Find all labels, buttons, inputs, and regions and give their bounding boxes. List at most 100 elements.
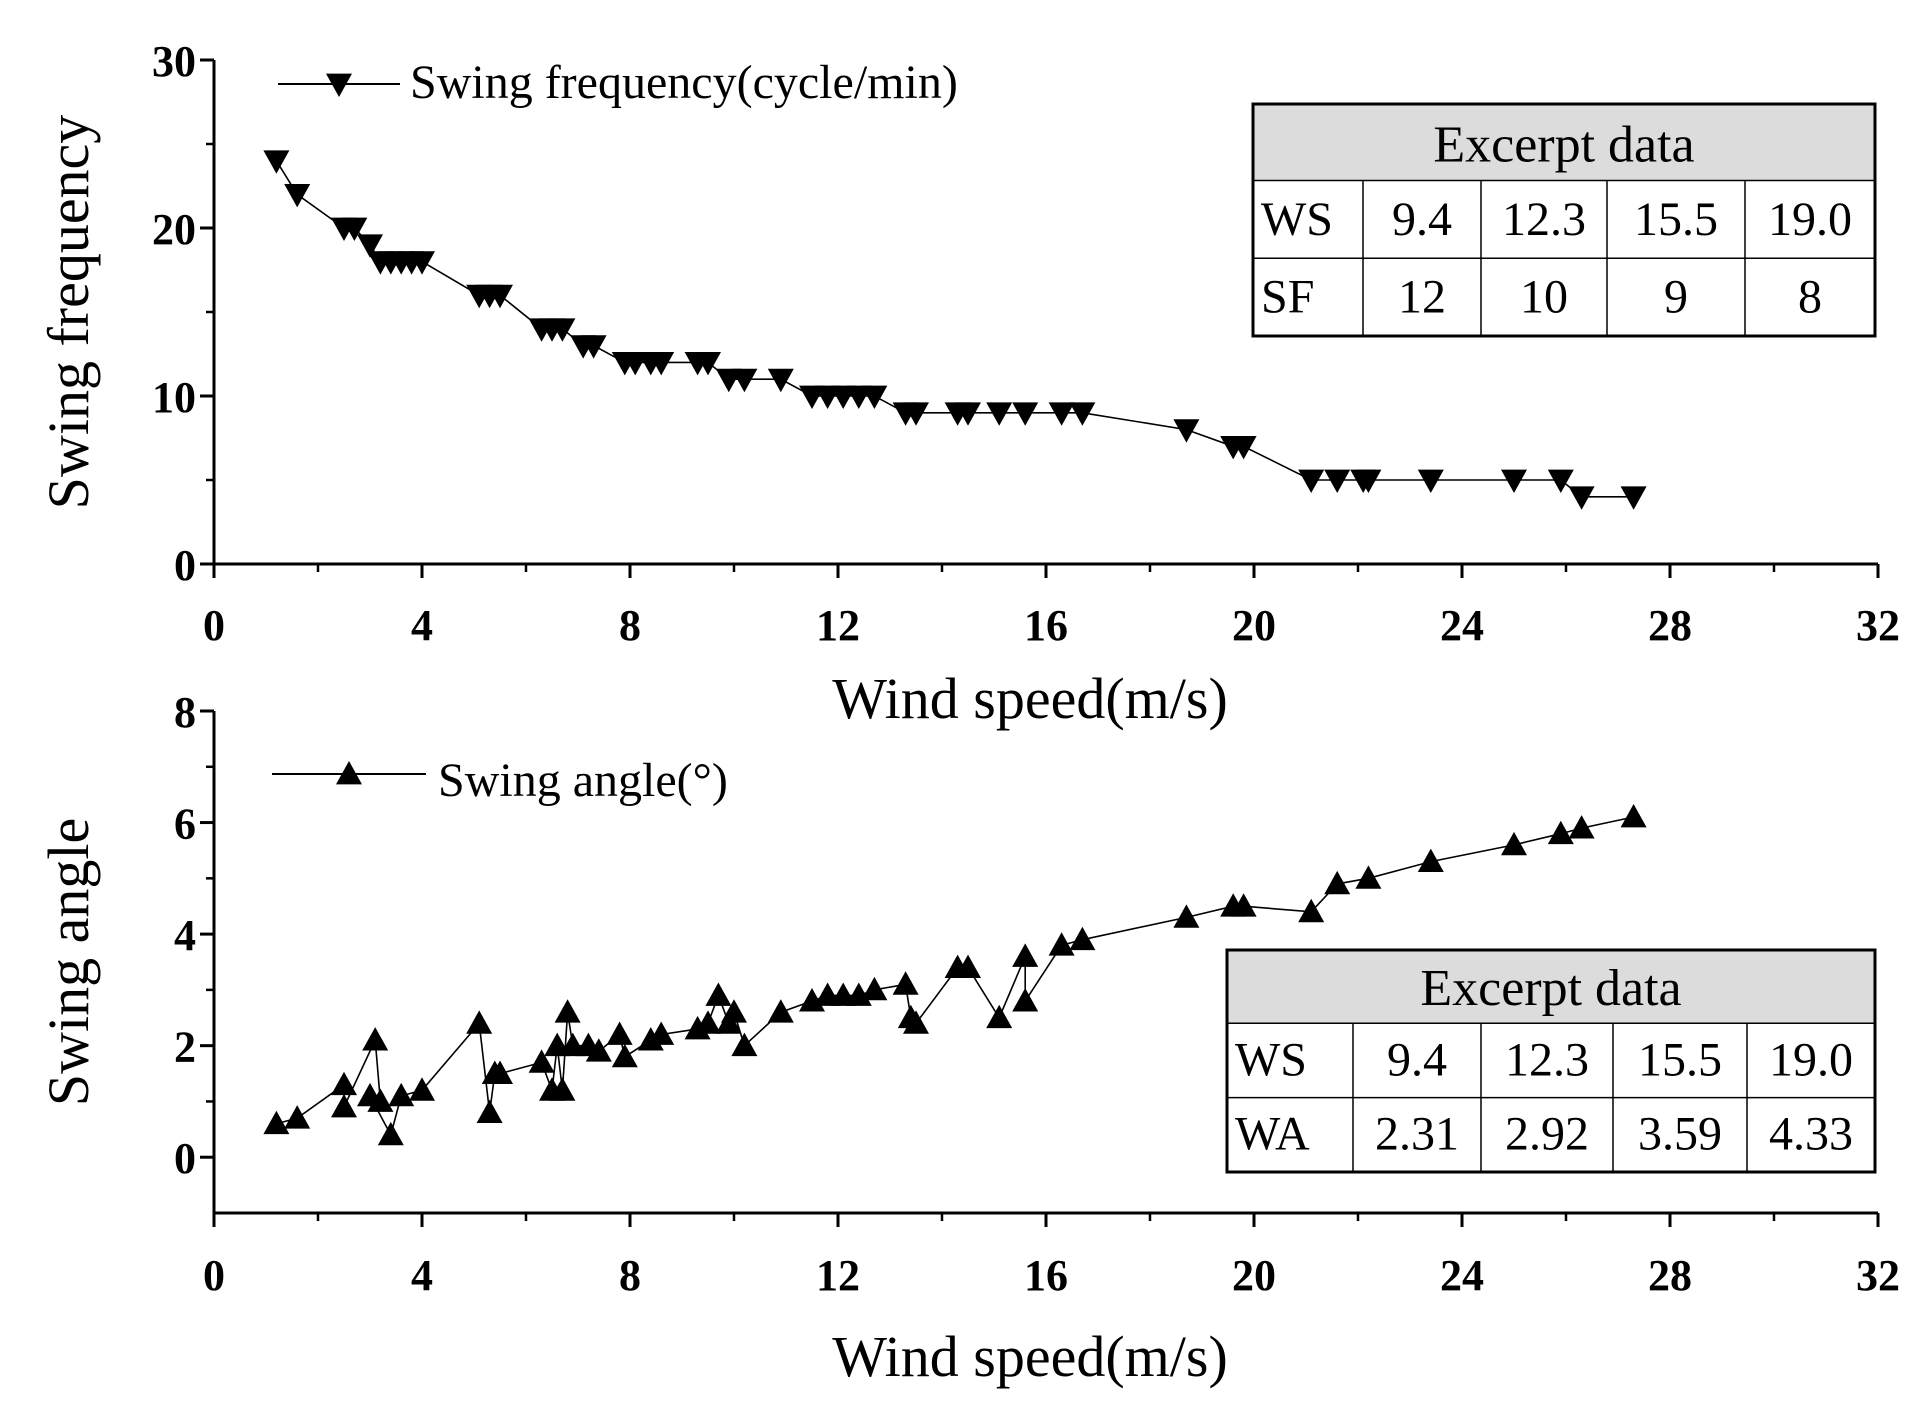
data-point xyxy=(1501,469,1527,493)
data-point xyxy=(611,1043,638,1068)
data-point xyxy=(1173,419,1200,443)
table-cell: 3.59 xyxy=(1638,1108,1722,1161)
legend: Swing frequency(cycle/min) xyxy=(278,56,958,109)
table-cell: 12.3 xyxy=(1502,193,1586,246)
x-tick-label: 4 xyxy=(411,601,433,650)
x-axis-title: Wind speed(m/s) xyxy=(832,1324,1228,1389)
data-point xyxy=(1568,815,1595,839)
y-tick-label: 0 xyxy=(174,1134,196,1183)
x-tick-label: 24 xyxy=(1440,601,1484,650)
data-point xyxy=(955,402,981,426)
table-header-bg xyxy=(1227,950,1875,1024)
x-tick-label: 4 xyxy=(411,1251,433,1300)
table-cell: 4.33 xyxy=(1769,1108,1853,1161)
data-point xyxy=(585,1038,612,1062)
x-tick-label: 8 xyxy=(619,1251,641,1300)
table-cell: 2.31 xyxy=(1375,1108,1459,1161)
data-point xyxy=(1355,865,1382,889)
data-point xyxy=(731,368,758,393)
table-row-label: WA xyxy=(1235,1108,1310,1161)
data-point xyxy=(903,1010,929,1034)
data-point xyxy=(861,385,888,409)
data-point xyxy=(331,1094,357,1118)
data-point xyxy=(1324,870,1351,895)
data-point xyxy=(1417,469,1444,493)
data-point xyxy=(892,971,919,995)
table-border xyxy=(1225,948,1877,1174)
data-point xyxy=(341,217,368,241)
x-tick-label: 16 xyxy=(1024,601,1068,650)
data-point xyxy=(1012,943,1039,967)
data-point xyxy=(1501,831,1527,856)
y-axis-title: Swing frequency xyxy=(36,115,101,510)
y-tick-label: 6 xyxy=(174,800,196,849)
data-point xyxy=(1298,898,1325,923)
data-point xyxy=(1298,469,1325,493)
table-row-label: SF xyxy=(1261,271,1314,324)
data-point xyxy=(549,318,576,342)
chart-panel-1: 0 4 8 12 16 20 24 28 32 0 10 20 30 Wind speed(m/s) Swi… xyxy=(36,37,1900,731)
data-point xyxy=(284,1105,311,1129)
data-point xyxy=(903,402,929,426)
y-tick-label: 30 xyxy=(152,37,196,86)
legend-marker xyxy=(336,761,362,785)
data-point xyxy=(331,1071,357,1096)
data-point xyxy=(487,1060,513,1084)
y-tick-label: 10 xyxy=(152,373,196,422)
legend-label: Swing frequency(cycle/min) xyxy=(410,56,958,109)
data-point xyxy=(487,284,513,309)
data-point xyxy=(606,1021,633,1045)
x-tick-label: 0 xyxy=(203,1251,225,1300)
table-row-label: WS xyxy=(1235,1033,1307,1086)
x-tick-label: 24 xyxy=(1440,1251,1484,1300)
data-point xyxy=(1012,988,1039,1012)
x-tick-label: 16 xyxy=(1024,1251,1068,1300)
table-cell: 8 xyxy=(1798,271,1822,324)
y-tick-label: 2 xyxy=(174,1023,196,1072)
table-row-label: WS xyxy=(1261,193,1333,246)
data-point xyxy=(1230,436,1257,460)
table-title: Excerpt data xyxy=(1433,116,1694,173)
legend-label: Swing angle(°) xyxy=(438,754,728,807)
data-point xyxy=(1173,904,1200,928)
table-cell: 9.4 xyxy=(1387,1033,1447,1086)
y-tick-label: 8 xyxy=(174,688,196,737)
data-point xyxy=(1069,402,1096,426)
table-cell: 10 xyxy=(1520,271,1568,324)
x-tick-label: 20 xyxy=(1232,601,1276,650)
data-point xyxy=(466,1010,493,1034)
table-cell: 12 xyxy=(1398,271,1446,324)
x-axis-title: Wind speed(m/s) xyxy=(832,666,1228,731)
x-tick-label: 28 xyxy=(1648,1251,1692,1300)
data-point xyxy=(409,1077,435,1101)
data-point xyxy=(580,335,607,359)
data-point xyxy=(1417,848,1444,872)
data-point xyxy=(986,402,1013,426)
table-cell: 9 xyxy=(1664,271,1688,324)
data-point xyxy=(705,982,732,1006)
x-tick-label: 0 xyxy=(203,601,225,650)
data-point xyxy=(1012,402,1039,426)
data-point xyxy=(1547,469,1574,493)
data-point xyxy=(263,150,290,174)
table-cell: 15.5 xyxy=(1634,193,1718,246)
data-point xyxy=(409,251,435,275)
table-title: Excerpt data xyxy=(1420,960,1681,1017)
data-point xyxy=(377,1121,404,1146)
data-point xyxy=(1547,820,1574,845)
y-axis-title: Swing angle xyxy=(36,818,101,1106)
x-tick-label: 20 xyxy=(1232,1251,1276,1300)
x-tick-label: 12 xyxy=(816,601,860,650)
data-point xyxy=(731,1032,758,1057)
data-point xyxy=(1048,402,1075,426)
y-tick-label: 4 xyxy=(174,911,196,960)
data-point xyxy=(1568,486,1595,510)
data-point xyxy=(1324,469,1351,493)
legend: Swing angle(°) xyxy=(272,754,728,807)
data-point xyxy=(861,976,888,1001)
table-cell: 19.0 xyxy=(1769,1033,1853,1086)
data-point xyxy=(1048,932,1075,956)
data-point xyxy=(388,1082,415,1107)
table-cell: 2.92 xyxy=(1505,1108,1589,1161)
